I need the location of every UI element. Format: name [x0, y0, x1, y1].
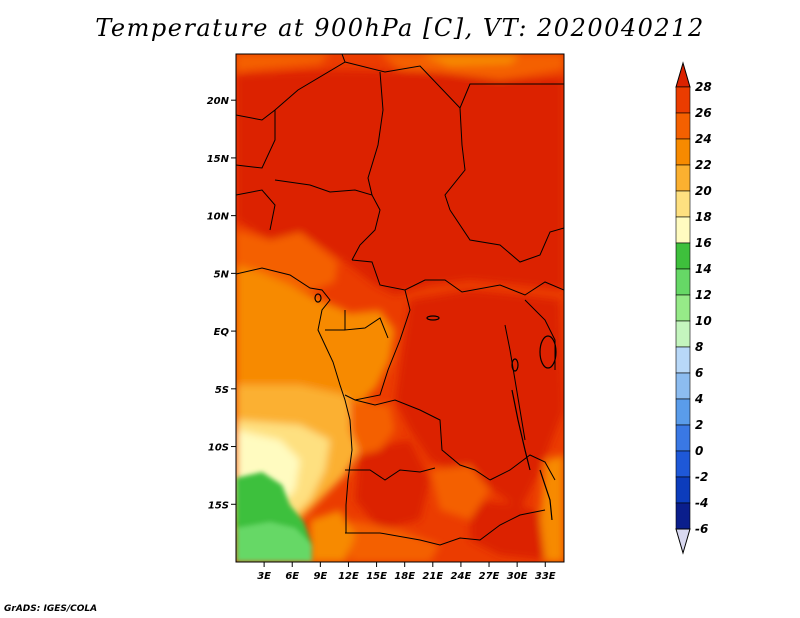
colorbar-label: 8 [695, 340, 703, 354]
lat-tick-label: 10S [208, 443, 229, 454]
colorbar-label: 24 [695, 132, 712, 146]
colorbar-swatch [675, 450, 691, 478]
colorbar-label: 12 [695, 288, 712, 302]
colorbar-swatch [675, 112, 691, 140]
colorbar-label: 22 [695, 158, 712, 172]
latitude-axis: 20N 15N 10N 5N EQ 5S 10S 15S [207, 96, 236, 511]
colorbar-swatch [675, 372, 691, 400]
lat-tick-label: EQ [214, 327, 230, 338]
colorbar-label: -2 [695, 470, 708, 484]
credit-text: GrADS: IGES/COLA [4, 604, 98, 614]
lat-tick-label: 15S [208, 500, 229, 511]
colorbar-label: 16 [695, 236, 712, 250]
colorbar-bottom-arrow [675, 528, 691, 555]
lon-tick-label: 3E [257, 571, 271, 582]
colorbar-label: 28 [695, 80, 712, 94]
colorbar-label: -4 [695, 496, 708, 510]
colorbar-label: 0 [695, 444, 703, 458]
lon-tick-label: 12E [338, 571, 359, 582]
colorbar-swatch [675, 190, 691, 218]
temperature-field [236, 54, 564, 562]
colorbar-label: 26 [695, 106, 712, 120]
country-borders [236, 54, 564, 546]
lon-tick-label: 9E [313, 571, 327, 582]
lat-tick-label: 5N [214, 269, 230, 280]
lon-tick-label: 15E [366, 571, 387, 582]
colorbar-swatch [675, 268, 691, 296]
colorbar-swatch [675, 242, 691, 270]
lat-tick-label: 10N [207, 212, 230, 223]
colorbar-swatch [675, 398, 691, 426]
colorbar-label: 6 [695, 366, 703, 380]
lakes [314, 293, 557, 521]
lat-tick-label: 15N [207, 154, 230, 165]
lon-tick-label: 33E [535, 571, 556, 582]
colorbar-swatch [675, 346, 691, 374]
lon-tick-label: 6E [285, 571, 299, 582]
colorbar-swatch [675, 216, 691, 244]
colorbar-label: -6 [695, 522, 708, 536]
colorbar-label: 10 [695, 314, 712, 328]
lon-tick-label: 27E [479, 571, 500, 582]
lon-tick-label: 24E [451, 571, 472, 582]
colorbar-swatch [675, 476, 691, 504]
lon-tick-label: 30E [507, 571, 528, 582]
colorbar-swatch [675, 502, 691, 530]
lon-tick-label: 21E [422, 571, 443, 582]
map-frame [235, 53, 565, 563]
lat-tick-label: 5S [215, 385, 229, 396]
lon-tick-label: 18E [394, 571, 415, 582]
colorbar-label: 14 [695, 262, 712, 276]
colorbar-label: 20 [695, 184, 712, 198]
colorbar-swatch [675, 138, 691, 166]
colorbar-swatch [675, 86, 691, 114]
chart-title: Temperature at 900hPa [C], VT: 202004021… [95, 14, 705, 42]
colorbar-label: 4 [694, 392, 703, 406]
colorbar-swatch [675, 294, 691, 322]
longitude-axis: 3E 6E 9E 12E 15E 18E 21E 24E 27E 30E 33E [257, 562, 556, 582]
colorbar-top-arrow [675, 61, 691, 88]
colorbar-swatch [675, 164, 691, 192]
colorbar-swatch [675, 320, 691, 348]
lat-tick-label: 20N [207, 96, 230, 107]
colorbar-label: 18 [695, 210, 712, 224]
colorbar-label: 2 [695, 418, 703, 432]
colorbar-swatch [675, 424, 691, 452]
